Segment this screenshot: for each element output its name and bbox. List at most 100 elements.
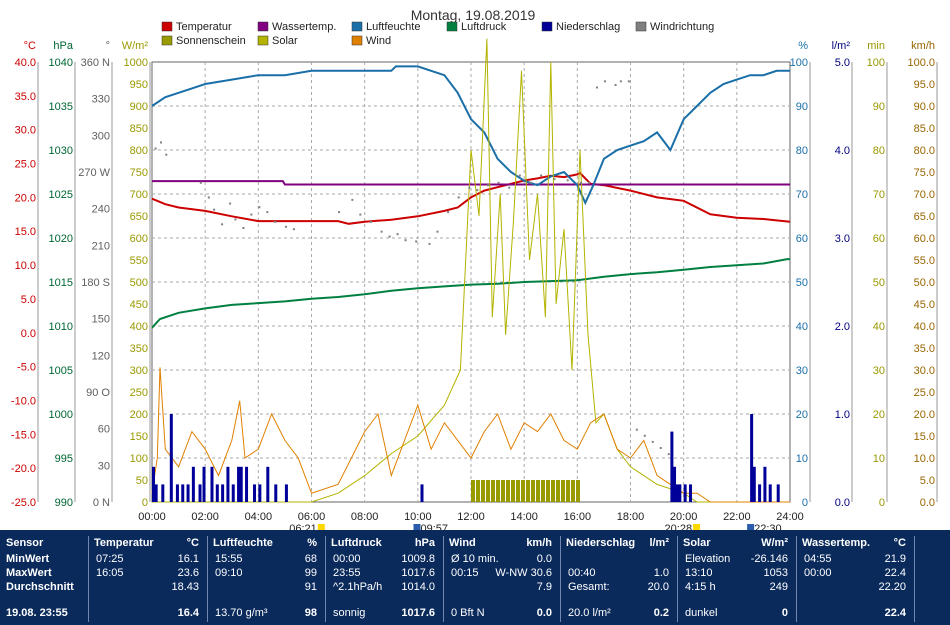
axis-unit: % — [798, 40, 808, 52]
axis-tick-label: 80 — [796, 145, 808, 157]
series-sonnenschein-bar — [506, 480, 510, 502]
series-niederschlag-bar — [258, 484, 262, 502]
axis-tick-label: 60 — [873, 233, 885, 245]
axis-tick-label: 990 — [55, 497, 73, 509]
summary-cell-right: 68 — [304, 553, 317, 565]
series-windrichtung-point — [436, 230, 439, 233]
series-sonnenschein-bar — [571, 480, 575, 502]
summary-section: Temperatur °C 07:25 16.1 16:05 23.6 18.43 16.4 — [88, 536, 208, 622]
axis-tick-label: 20 — [873, 409, 885, 421]
axis-tick-label: 25.0 — [15, 159, 36, 171]
axis-tick-label: 550 — [130, 255, 148, 267]
axis-tick-label: 50 — [796, 277, 808, 289]
summary-footer-right: 16.4 — [177, 607, 199, 619]
legend-label: Niederschlag — [556, 21, 620, 33]
x-tick-label: 10:00 — [404, 511, 432, 523]
summary-cell-right: 16.1 — [177, 553, 199, 565]
summary-cell-right: 23.6 — [177, 567, 199, 579]
legend-swatch — [161, 35, 173, 46]
summary-header: Luftdruck — [331, 537, 382, 549]
axis-tick-label: 650 — [130, 211, 148, 223]
axis-tick-label: 1000 — [124, 57, 148, 69]
summary-cell-left: 23:55 — [333, 567, 361, 579]
series-sonnenschein-bar — [501, 480, 505, 502]
axis-tick-label: 600 — [130, 233, 148, 245]
axis-tick-label: 90 — [873, 101, 885, 113]
series-niederschlag-bar — [202, 466, 206, 502]
axis-tick-label: 2.0 — [835, 321, 850, 333]
summary-row: 0 Bft N 0.0 — [443, 606, 560, 620]
x-tick-label: 04:00 — [245, 511, 273, 523]
series-niederschlag-bar — [675, 484, 679, 502]
legend-label: Luftdruck — [461, 21, 507, 33]
axis-tick-label: 95.0 — [914, 79, 935, 91]
summary-footer-left: 19.08. 23:55 — [6, 607, 68, 619]
series-niederschlag-bar — [758, 484, 762, 502]
series-niederschlag-bar — [161, 484, 165, 502]
series-sonnenschein-bar — [526, 480, 530, 502]
series-niederschlag-bar — [221, 484, 225, 502]
series-windrichtung-point — [415, 240, 418, 243]
summary-row-label: Durchschnitt — [6, 581, 74, 593]
summary-row: Sensor — [0, 536, 88, 550]
weather-chart: Montag, 19.08.2019 Temperatur Wassertemp.… — [11, 7, 938, 530]
series-windrichtung-point — [428, 242, 431, 245]
series-sonnenschein-bar — [551, 480, 555, 502]
summary-header: Temperatur — [94, 537, 154, 549]
axis-tick-label: 10 — [796, 453, 808, 465]
series-windrichtung-point — [619, 80, 622, 83]
summary-cell-left: 00:40 — [568, 567, 596, 579]
series-niederschlag-bar — [181, 484, 185, 502]
series-niederschlag-bar — [215, 484, 219, 502]
series-sonnenschein-bar — [496, 480, 500, 502]
summary-unit: °C — [893, 537, 906, 549]
summary-cell-left: Ø 10 min. — [451, 553, 499, 565]
series-sonnenschein-bar — [491, 480, 495, 502]
series-windrichtung-point — [540, 174, 543, 177]
axis-tick-label: 100.0 — [907, 57, 935, 69]
axis-tick-label: 250 — [130, 387, 148, 399]
series-windrichtung-point — [250, 213, 253, 216]
axis-tick-label: 4.0 — [835, 145, 850, 157]
grid — [151, 61, 791, 503]
series-windrichtung-point — [388, 235, 391, 238]
series-niederschlag-bar — [175, 484, 179, 502]
series-sonnenschein-bar — [486, 480, 490, 502]
axis-tick-label: -15.0 — [11, 429, 36, 441]
series-niederschlag-bar — [231, 484, 235, 502]
series-niederschlag-bar — [776, 484, 780, 502]
series-niederschlag-bar — [169, 414, 173, 502]
summary-footer-left: 20.0 l/m² — [568, 607, 611, 619]
summary-cell-right: 249 — [769, 581, 788, 593]
axis-unit: l/m² — [832, 40, 851, 52]
series-sonnenschein-bar — [546, 480, 550, 502]
axis-tick-label: 40 — [796, 321, 808, 333]
series-windrichtung-point — [603, 80, 606, 83]
axis-unit: ° — [106, 40, 110, 52]
summary-cell-right: -26.146 — [750, 553, 788, 565]
axis-tick-label: 270 W — [78, 167, 110, 179]
axis-tick-label: 20.0 — [914, 409, 935, 421]
axis-tick-label: 1040 — [49, 57, 73, 69]
axis-tick-label: 30 — [98, 460, 110, 472]
summary-unit: hPa — [414, 537, 435, 549]
series-windrichtung-point — [635, 428, 638, 431]
summary-section: Solar W/m² Elevation -26.146 13:10 1053 4:15 h… — [677, 536, 797, 622]
series-sonnenschein-bar — [576, 480, 580, 502]
summary-footer-right: 0.2 — [653, 607, 669, 619]
axis-tick-label: 150 — [92, 314, 110, 326]
series-luftdruck-line — [151, 258, 790, 329]
axis-tick-label: 70.0 — [914, 189, 935, 201]
axis-tick-label: 240 — [92, 204, 110, 216]
axis-tick-label: 45.0 — [914, 299, 935, 311]
axis-tick-label: 100 — [790, 57, 808, 69]
summary-row: 20.0 l/m² 0.2 — [560, 606, 677, 620]
series-windrichtung-point — [404, 239, 407, 242]
summary-row: 13:10 1053 — [677, 566, 796, 580]
axis-unit: min — [867, 40, 885, 52]
x-tick-label: 06:00 — [298, 511, 326, 523]
axis-tick-label: 5.0 — [920, 475, 935, 487]
summary-header: Niederschlag — [566, 537, 636, 549]
legend-label: Sonnenschein — [176, 35, 246, 47]
summary-row: dunkel 0 — [677, 606, 796, 620]
